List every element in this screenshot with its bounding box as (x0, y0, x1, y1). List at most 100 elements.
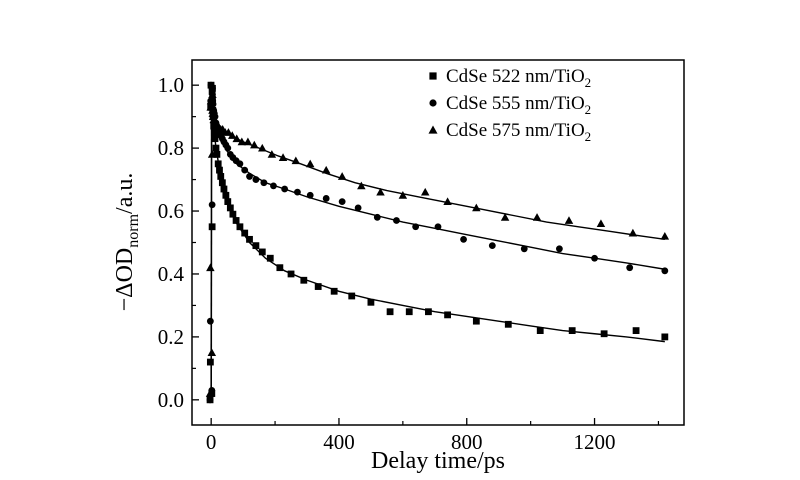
data-point-square (222, 191, 230, 199)
data-point-square (405, 308, 413, 316)
data-point-triangle (660, 231, 670, 240)
data-point-square (632, 327, 640, 335)
data-point-square (252, 242, 260, 250)
legend-label-main: CdSe 522 nm/TiO (446, 66, 585, 87)
data-point-square (330, 287, 338, 295)
legend-label-subscript: 2 (585, 129, 592, 144)
data-point-square (504, 320, 512, 328)
data-point-triangle (208, 90, 217, 99)
y-tick-label: 0.0 (158, 388, 184, 412)
data-point-square (425, 308, 432, 316)
x-axis-title: Delay time/ps (371, 448, 505, 474)
data-point-triangle (376, 187, 385, 196)
data-point-triangle (628, 228, 638, 237)
data-point-square (600, 330, 608, 338)
data-point-circle (661, 267, 669, 275)
axis-ticks: 0 400 800 1200 0.0 0.2 0.4 0.6 0.8 1.0 (158, 73, 660, 454)
data-point-triangle (443, 197, 452, 205)
data-point-triangle (291, 156, 301, 165)
data-point-triangle (321, 165, 331, 174)
data-point-triangle (337, 172, 347, 180)
y-tick-label: 0.6 (158, 199, 184, 223)
data-point-square (212, 144, 220, 152)
data-point-circle (224, 144, 232, 152)
data-point-square (266, 254, 274, 262)
data-point-square (220, 185, 228, 193)
data-point-square (210, 128, 218, 136)
x-tick-label: 0 (206, 430, 217, 454)
data-point-triangle (207, 348, 217, 357)
y-tick-label: 0.4 (158, 262, 185, 286)
data-point-circle (206, 317, 214, 325)
data-point-triangle (232, 134, 241, 143)
legend-label-subscript: 2 (585, 102, 592, 117)
data-point-square (216, 166, 223, 174)
data-point-circle (488, 242, 496, 250)
data-point-square (300, 276, 308, 284)
data-point-triangle (224, 128, 233, 136)
y-axis-title-main: −ΔOD (112, 248, 138, 312)
data-point-square (287, 270, 295, 278)
data-point-circle (270, 182, 277, 190)
x-tick-label: 400 (323, 430, 355, 454)
data-point-square (444, 311, 451, 319)
data-point-square (536, 327, 544, 335)
legend-label-subscript: 2 (585, 75, 592, 90)
data-point-square (386, 308, 394, 316)
data-point-circle (520, 245, 528, 253)
data-point-triangle (564, 216, 574, 224)
x-tick-label: 800 (451, 430, 483, 454)
data-point-circle (322, 195, 330, 202)
data-point-circle (338, 198, 346, 205)
data-point-circle (294, 188, 301, 196)
data-point-square (208, 223, 216, 231)
fit-curve-circle (210, 94, 665, 270)
data-point-square (276, 264, 284, 272)
data-point-triangle (237, 137, 247, 146)
data-point-circle (246, 173, 253, 180)
data-point-triangle (207, 150, 217, 158)
legend-marker-square (429, 72, 437, 80)
data-point-triangle (420, 187, 430, 196)
data-point-square (206, 358, 214, 366)
data-point-triangle (398, 191, 408, 199)
data-point-circle (260, 179, 268, 187)
legend-label: CdSe 522 nm/TiO2 (446, 66, 591, 90)
data-point-square (236, 223, 244, 231)
data-point-square (226, 204, 234, 212)
data-point-triangle (258, 143, 267, 152)
data-point-square (241, 229, 249, 237)
data-point-square (217, 173, 225, 180)
fit-curves (210, 85, 665, 400)
data-point-circle (460, 235, 467, 243)
legend-label: CdSe 575 nm/TiO2 (446, 120, 591, 144)
data-point-triangle (250, 140, 259, 149)
legend-label-main: CdSe 555 nm/TiO (446, 93, 585, 114)
data-point-circle (252, 176, 260, 183)
data-point-circle (208, 84, 216, 92)
data-point-circle (556, 245, 563, 253)
data-point-square (211, 135, 219, 143)
legend-label: CdSe 555 nm/TiO2 (446, 93, 591, 117)
y-axis-title: −ΔODnorm/a.u. (112, 173, 142, 312)
data-point-circle (241, 166, 249, 174)
data-point-circle (281, 185, 289, 193)
data-point-triangle (532, 213, 542, 221)
data-point-circle (236, 160, 244, 168)
data-point-circle (412, 223, 420, 231)
legend-marker-triangle (428, 125, 438, 134)
data-point-square (246, 235, 253, 243)
data-point-triangle (500, 213, 510, 221)
data-point-triangle (357, 181, 366, 190)
data-point-triangle (243, 137, 253, 146)
data-point-square (367, 298, 375, 306)
y-axis-title-unit: /a.u. (112, 173, 138, 214)
data-point-triangle (206, 96, 216, 105)
y-axis-title-subscript: norm (125, 213, 142, 247)
data-point-triangle (305, 159, 315, 168)
data-point-circle (373, 213, 381, 221)
data-point-square (568, 327, 576, 335)
data-point-square (224, 198, 232, 205)
